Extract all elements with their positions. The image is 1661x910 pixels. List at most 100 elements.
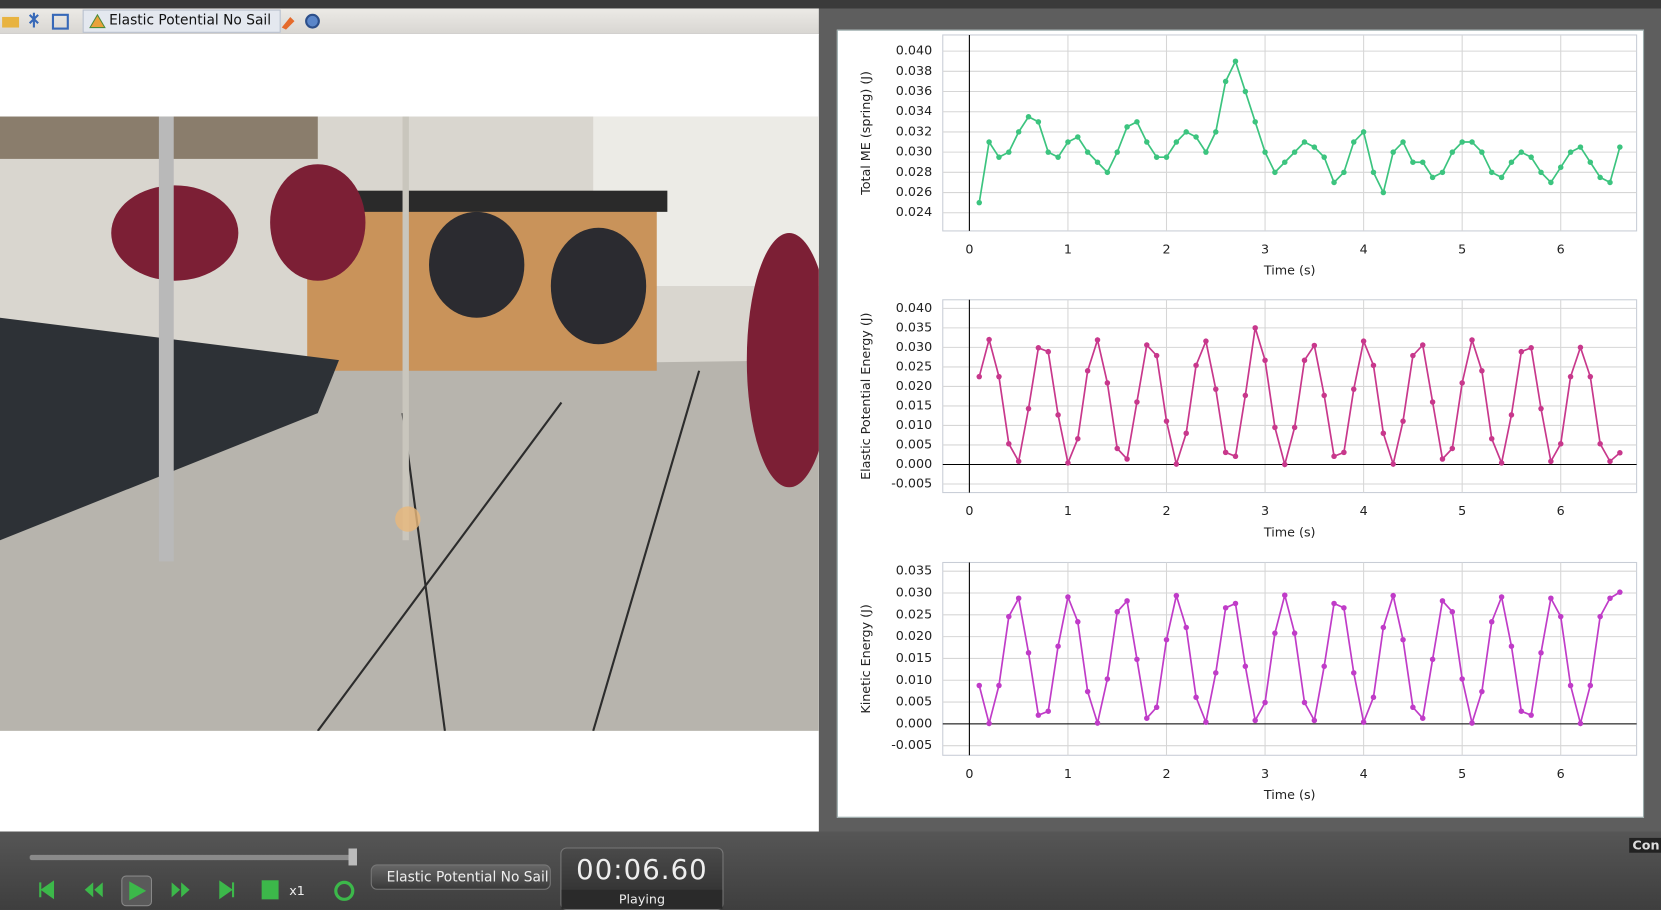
- data-point: [1538, 405, 1544, 412]
- data-point: [1617, 144, 1623, 150]
- data-point: [1104, 380, 1111, 386]
- data-point: [1400, 636, 1406, 643]
- side-tab[interactable]: Con: [1629, 837, 1661, 853]
- x-tick-label: 5: [1458, 766, 1466, 781]
- data-point: [1488, 619, 1495, 625]
- clip-menu-text: Elastic Potential No Sail: [386, 869, 549, 886]
- data-point: [1459, 139, 1465, 145]
- plot-area: [942, 34, 1638, 232]
- data-point: [1498, 594, 1505, 600]
- data-point: [1114, 445, 1120, 452]
- data-point: [1370, 362, 1377, 369]
- data-point: [1301, 699, 1308, 706]
- data-point: [1360, 338, 1367, 344]
- data-point: [1301, 139, 1308, 145]
- play-button[interactable]: [129, 881, 147, 901]
- x-tick-label: 5: [1458, 503, 1466, 518]
- y-tick-label: 0.005: [896, 694, 932, 709]
- data-point: [1469, 139, 1475, 145]
- x-tick-label: 4: [1360, 241, 1368, 256]
- data-point: [1390, 149, 1396, 155]
- data-point: [1449, 609, 1456, 615]
- data-point: [1242, 663, 1249, 670]
- data-point: [1577, 144, 1584, 150]
- data-point: [1498, 174, 1505, 181]
- track-icon[interactable]: [28, 12, 39, 28]
- data-point: [1597, 441, 1603, 447]
- slider-thumb[interactable]: [348, 848, 357, 866]
- data-point: [1163, 636, 1170, 643]
- data-point: [1213, 386, 1219, 392]
- data-point: [1419, 342, 1426, 348]
- data-point: [1232, 600, 1239, 607]
- slider-track[interactable]: [29, 854, 353, 861]
- data-point: [1282, 592, 1288, 598]
- data-point: [1479, 368, 1485, 374]
- data-point: [1282, 159, 1288, 165]
- data-point: [1341, 169, 1347, 176]
- data-point: [1331, 600, 1337, 607]
- data-point: [1065, 460, 1071, 466]
- data-point: [1449, 149, 1456, 155]
- data-point: [1006, 441, 1012, 447]
- data-point: [1548, 179, 1554, 186]
- step-forward-button[interactable]: [171, 882, 190, 898]
- toolbar: Elastic Potential No Sail: [0, 8, 819, 35]
- data-point: [1351, 139, 1357, 145]
- data-point: [1459, 676, 1465, 682]
- data-point: [1311, 144, 1318, 150]
- y-tick-label: 0.040: [896, 43, 932, 58]
- data-point: [1183, 129, 1189, 135]
- data-point: [1439, 598, 1446, 604]
- data-point: [1124, 124, 1130, 130]
- x-axis-label: Time (s): [1263, 263, 1316, 278]
- data-point: [1528, 345, 1534, 351]
- data-point: [1518, 348, 1525, 355]
- data-point: [1380, 430, 1387, 437]
- data-point: [1006, 149, 1012, 155]
- data-point: [1015, 129, 1022, 135]
- data-point: [1419, 715, 1426, 721]
- data-point: [1124, 598, 1130, 604]
- data-point: [1410, 352, 1416, 359]
- data-point: [1311, 717, 1318, 724]
- speed-label[interactable]: x1: [289, 883, 305, 899]
- video-tab[interactable]: Elastic Potential No Sail: [82, 9, 281, 33]
- x-tick-label: 2: [1162, 503, 1170, 518]
- x-axis-label: Time (s): [1263, 787, 1316, 802]
- start-button[interactable]: [39, 880, 55, 900]
- title-strip: [0, 0, 1661, 9]
- data-point: [986, 336, 992, 343]
- data-point: [1222, 605, 1229, 611]
- data-point: [976, 199, 982, 206]
- data-line: [978, 591, 1621, 727]
- data-point: [1272, 424, 1278, 431]
- pin-icon[interactable]: [281, 16, 295, 30]
- data-point: [1035, 119, 1042, 125]
- y-tick-label: 0.020: [896, 378, 932, 393]
- data-point: [1617, 589, 1623, 595]
- x-tick-label: 0: [965, 241, 973, 256]
- data-point: [1419, 159, 1426, 165]
- data-point: [1577, 344, 1584, 351]
- settings-icon[interactable]: [305, 13, 320, 29]
- data-point: [1124, 456, 1130, 462]
- loop-button[interactable]: [334, 880, 355, 901]
- open-icon[interactable]: [2, 16, 20, 28]
- y-tick-label: 0.000: [896, 715, 932, 730]
- tab-icon: [89, 13, 106, 29]
- y-tick-label: 0.035: [896, 563, 932, 578]
- player-bar: [0, 831, 1661, 910]
- data-point: [1301, 357, 1308, 364]
- data-point: [1528, 712, 1534, 718]
- clip-menu[interactable]: Elastic Potential No Sail: [370, 864, 551, 890]
- step-size-button[interactable]: [261, 880, 279, 900]
- data-point: [1607, 179, 1613, 186]
- y-axis-label: Kinetic Energy (J): [858, 604, 873, 713]
- end-button[interactable]: [219, 880, 235, 900]
- step-back-button[interactable]: [84, 882, 103, 898]
- data-point: [1222, 78, 1229, 85]
- clip-icon[interactable]: [51, 13, 69, 30]
- y-tick-label: 0.034: [896, 103, 932, 118]
- data-point: [1400, 418, 1406, 424]
